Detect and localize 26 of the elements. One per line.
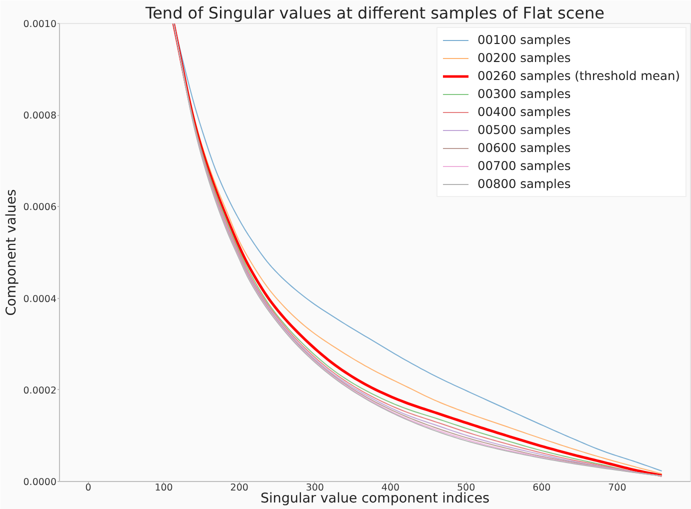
x-tick-label: 300 [306, 482, 324, 494]
x-tick-label: 0 [85, 482, 92, 494]
x-axis-title: Singular value component indices [260, 490, 490, 506]
y-tick-label: 0.0000 [23, 477, 57, 488]
x-tick-label: 400 [381, 482, 400, 494]
legend-label: 00200 samples [477, 51, 571, 65]
y-tick-label: 0.0008 [23, 110, 57, 122]
legend-label: 00100 samples [477, 33, 571, 47]
x-tick-label: 200 [230, 482, 248, 494]
y-axis-title: Component values [3, 189, 20, 316]
x-tick-label: 100 [154, 482, 173, 494]
y-tick-label: 0.0002 [23, 385, 57, 396]
chart-title: Tend of Singular values at different samples of Flat scene [144, 4, 604, 22]
y-tick-label: 0.0004 [23, 294, 57, 305]
legend-label: 00400 samples [477, 105, 571, 119]
legend-label: 00500 samples [477, 123, 571, 137]
legend-label: 00700 samples [477, 159, 571, 173]
x-tick-label: 500 [456, 482, 476, 494]
legend-label: 00800 samples [477, 177, 571, 191]
legend-label: 00260 samples (threshold mean) [477, 69, 680, 83]
y-tick-label: 0.0010 [23, 19, 57, 30]
x-tick-label: 700 [608, 482, 626, 494]
x-tick-label: 600 [532, 482, 551, 494]
legend-label: 00300 samples [477, 87, 571, 101]
y-tick-label: 0.0006 [23, 202, 57, 214]
legend-label: 00600 samples [477, 141, 571, 155]
